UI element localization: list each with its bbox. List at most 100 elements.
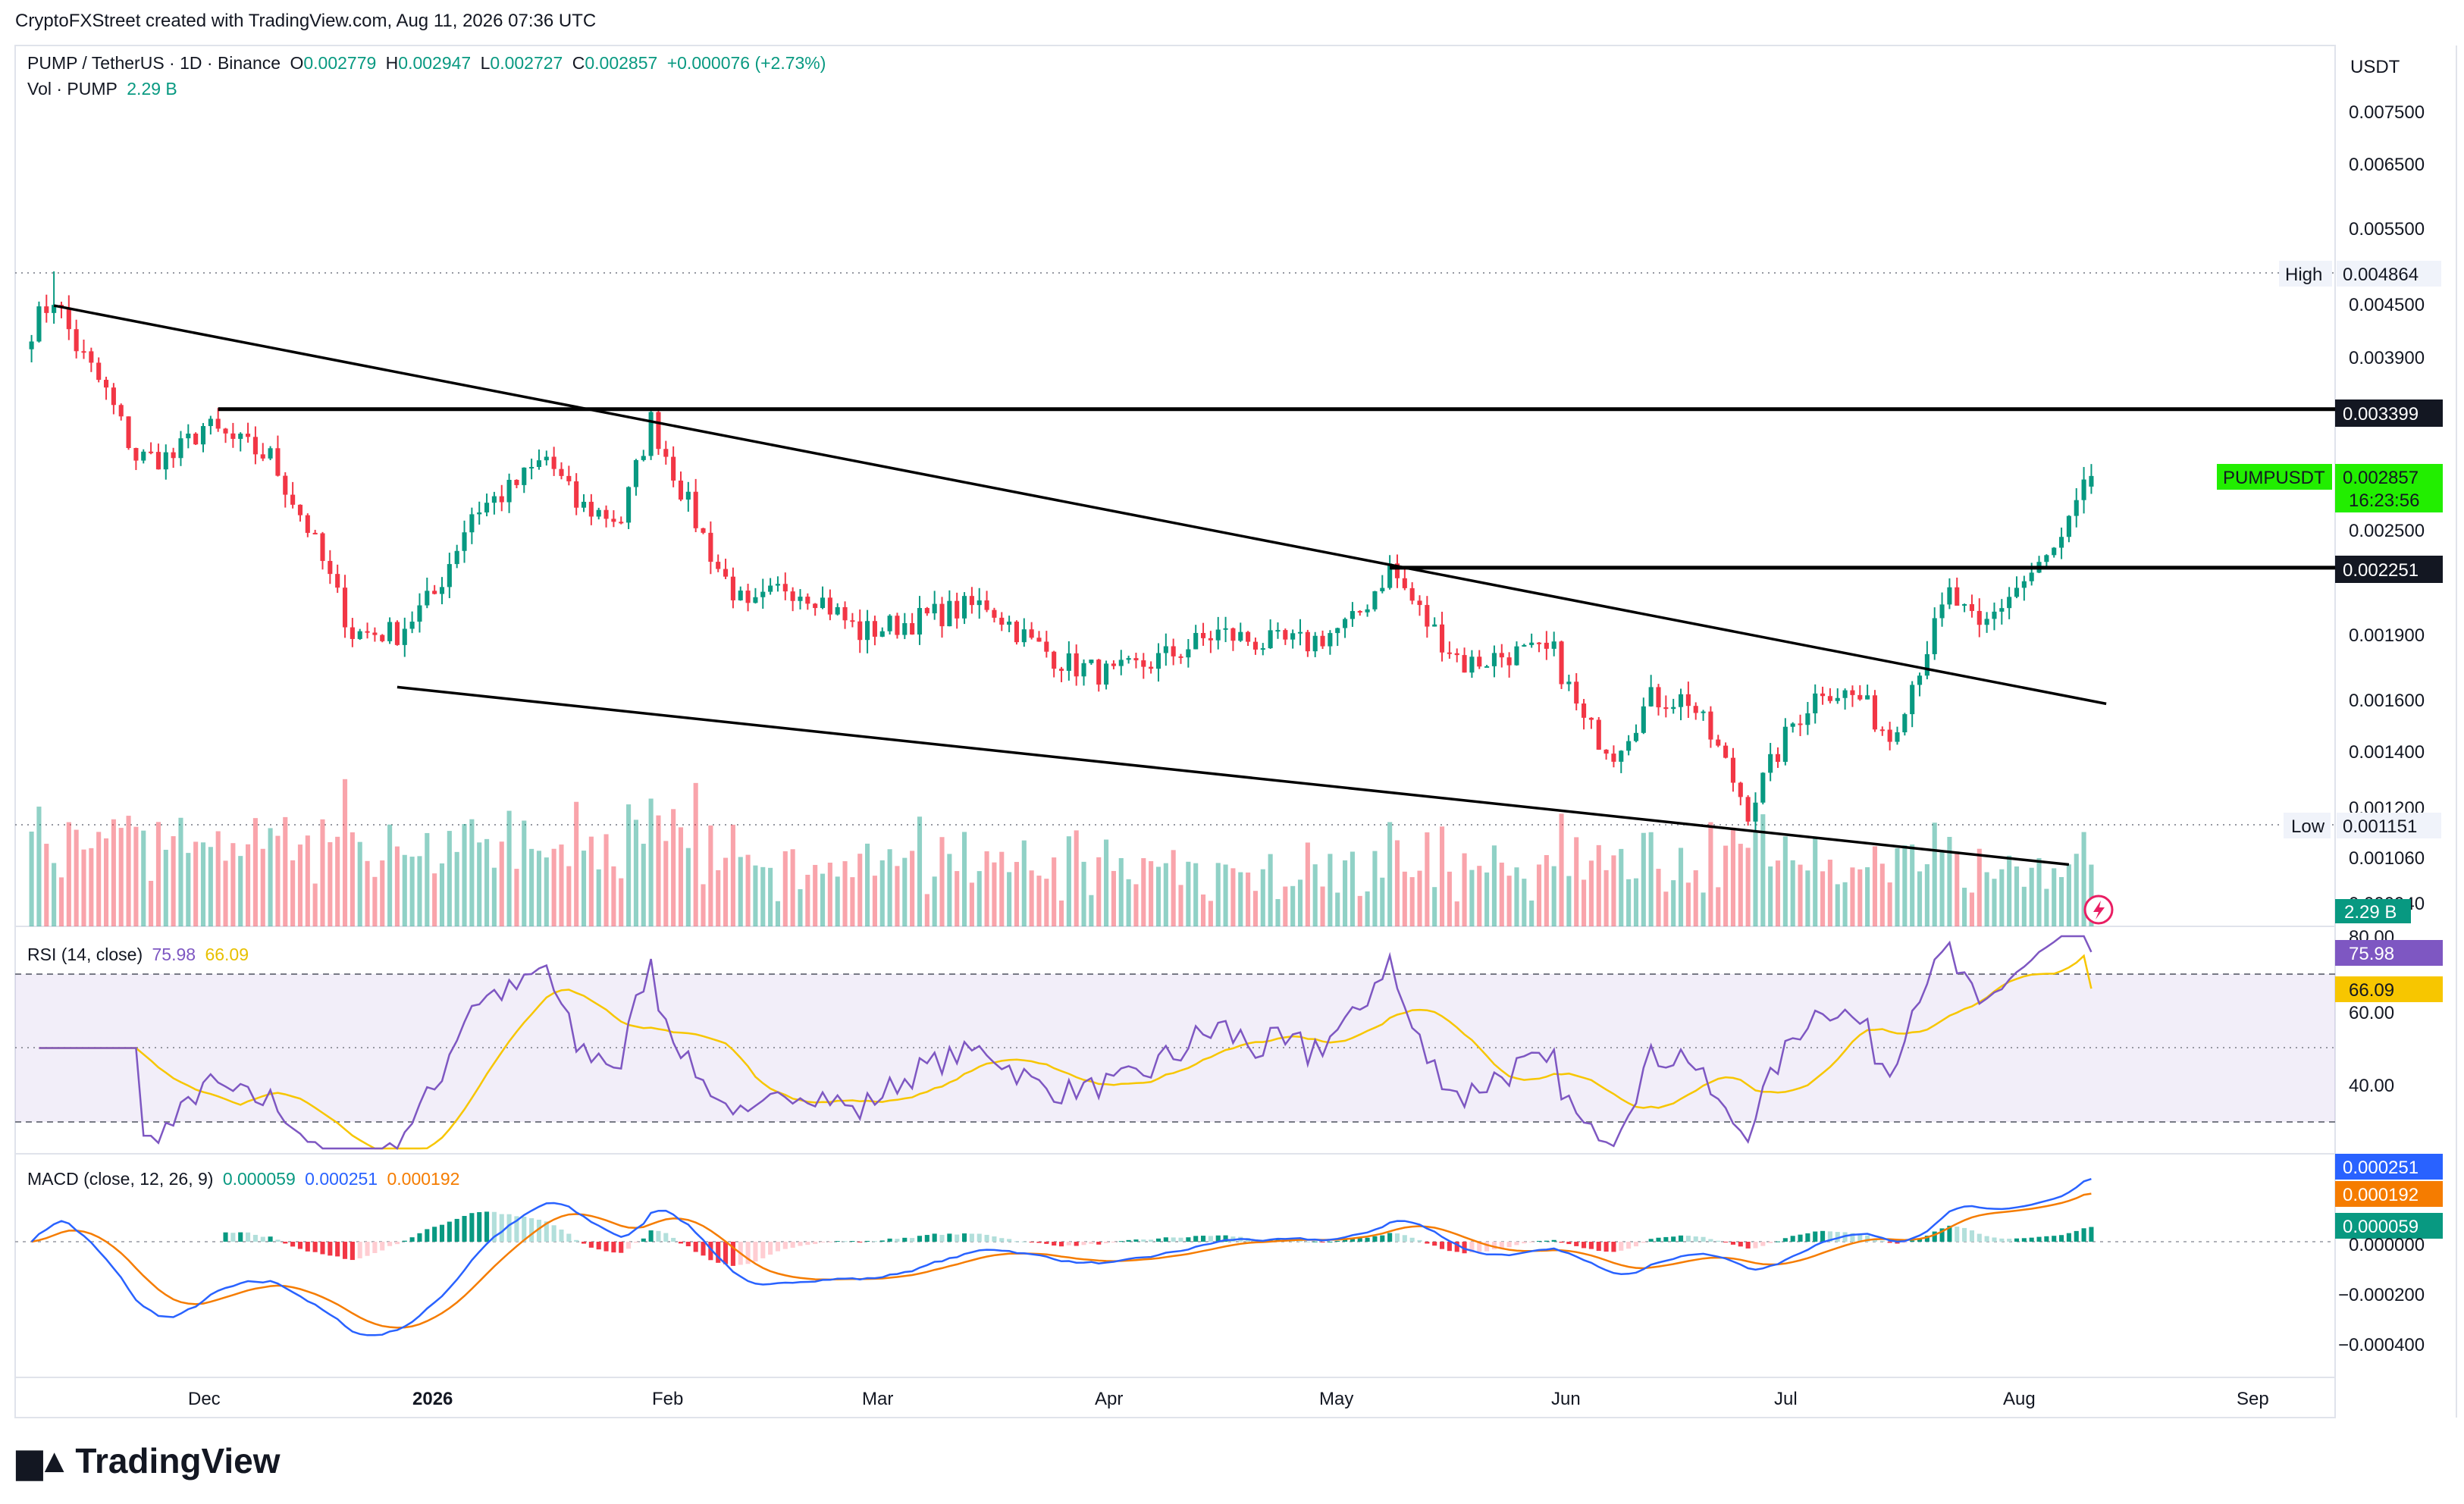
volume-bar [1879,863,1885,926]
volume-bar [1529,900,1535,926]
macd-histogram-bar [1574,1242,1579,1246]
macd-histogram-bar [484,1211,490,1242]
volume-bar [1716,887,1721,926]
candle-body [2021,581,2027,588]
volume-bar [283,816,288,926]
volume-bar [252,818,258,926]
candle-body [1499,653,1504,658]
volume-label[interactable]: Vol · PUMP [27,79,118,99]
candle-body [1230,628,1236,641]
resistance-tag [2335,400,2443,427]
candle-body [1096,660,1102,685]
tradingview-logo[interactable]: ▆▲ TradingView [17,1440,281,1481]
price-axis[interactable]: USDT 0.007500 0.006500 0.005500 0.004500… [2217,57,2443,1355]
volume-bar [1230,868,1236,926]
macd-histogram-bar [1895,1242,1900,1244]
macd-histogram-bar [387,1242,393,1246]
lightning-icon[interactable] [2083,895,2114,925]
volume-bar [1111,870,1116,926]
drawings[interactable] [53,304,2335,866]
candle-body [1887,729,1892,742]
macd-histogram-bar [1208,1236,1213,1242]
volume-bar [947,854,952,926]
change-value: +0.000076 (+2.73%) [666,53,826,73]
signal-value-tag [2335,1181,2443,1207]
volume-bar [1603,870,1609,926]
candle-body [1335,628,1340,634]
candle-body [1536,642,1542,644]
volume-bar [1947,836,1952,926]
volume-bar [1402,871,1407,926]
volume-bar [297,844,303,926]
candle-body [1992,611,1997,619]
macd-histogram-bar [1141,1239,1146,1242]
volume-bar [2029,867,2034,926]
close-value: 0.002857 [585,53,658,73]
volume-bar [1052,857,1057,926]
high-value-legend: 0.002947 [398,53,472,73]
volume-bar [1962,888,1967,926]
volume-bar [320,819,325,926]
rsi-value: 75.98 [2349,944,2394,964]
volume-bar [835,876,840,926]
macd-histogram-bar [462,1216,467,1242]
macd-histogram-bar [1596,1242,1601,1252]
macd-label[interactable]: MACD (close, 12, 26, 9) [27,1169,214,1189]
macd-histogram-bar [708,1242,713,1261]
candle-body [924,608,929,614]
macd-histogram-bar [1738,1242,1743,1247]
volume-bar [782,851,788,926]
rsi-label[interactable]: RSI (14, close) [27,945,143,964]
candle-body [1850,690,1855,695]
candle-body [200,426,206,445]
candle-body [186,433,191,439]
volume-bar [1984,872,1989,926]
macd-histogram-bar [1089,1242,1094,1244]
macd-histogram-bar [1409,1237,1415,1242]
symbol-title[interactable]: PUMP / TetherUS · 1D · Binance [27,53,281,73]
price-tick: 0.005500 [2349,219,2425,240]
candle-body [1469,656,1475,673]
macd-histogram-bar [252,1234,258,1242]
candle-body [81,351,86,353]
candle-body [290,494,296,505]
macd-histogram-bar [1865,1235,1870,1242]
candle-body [149,451,154,453]
volume-bar [1081,861,1086,926]
candle-body [1200,632,1206,638]
candle-body [2044,555,2049,562]
candle-body [1544,642,1549,649]
volume-bar [447,831,452,926]
macd-histogram-bar [1074,1242,1079,1246]
volume-bar [588,836,594,926]
volume-bar [1611,855,1616,926]
candle-body [1782,726,1788,762]
volume-bar [133,826,139,926]
candle-body [1865,695,1870,700]
macd-histogram-bar [1887,1242,1892,1243]
macd-histogram-bar [1551,1239,1556,1242]
macd-histogram-bar [760,1242,766,1258]
macd-histogram-bar [1582,1242,1587,1249]
macd-histogram-bar [342,1242,348,1259]
candle-body [1081,663,1086,677]
rsi-lines [39,935,2093,1150]
macd-histogram-bar [268,1236,273,1242]
candle-body [1350,611,1355,619]
candle-body [36,306,42,342]
candle-body [1409,588,1415,601]
macd-histogram-bar [768,1242,773,1255]
macd-histogram-bar [1902,1242,1908,1243]
volume-bar [1566,876,1572,926]
symbol-tag [2217,464,2332,490]
time-tick: Dec [188,1389,221,1409]
macd-histogram-bar [2081,1228,2086,1242]
time-axis[interactable]: Dec 2026 Feb Mar Apr May Jun Jul Aug Sep [188,1389,2269,1409]
volume-bar [1163,863,1168,926]
volume-bar [2021,886,2027,926]
candle-body [297,504,303,515]
candle-body [223,428,228,434]
candle-body [1790,723,1795,727]
volume-bar [1096,857,1102,926]
